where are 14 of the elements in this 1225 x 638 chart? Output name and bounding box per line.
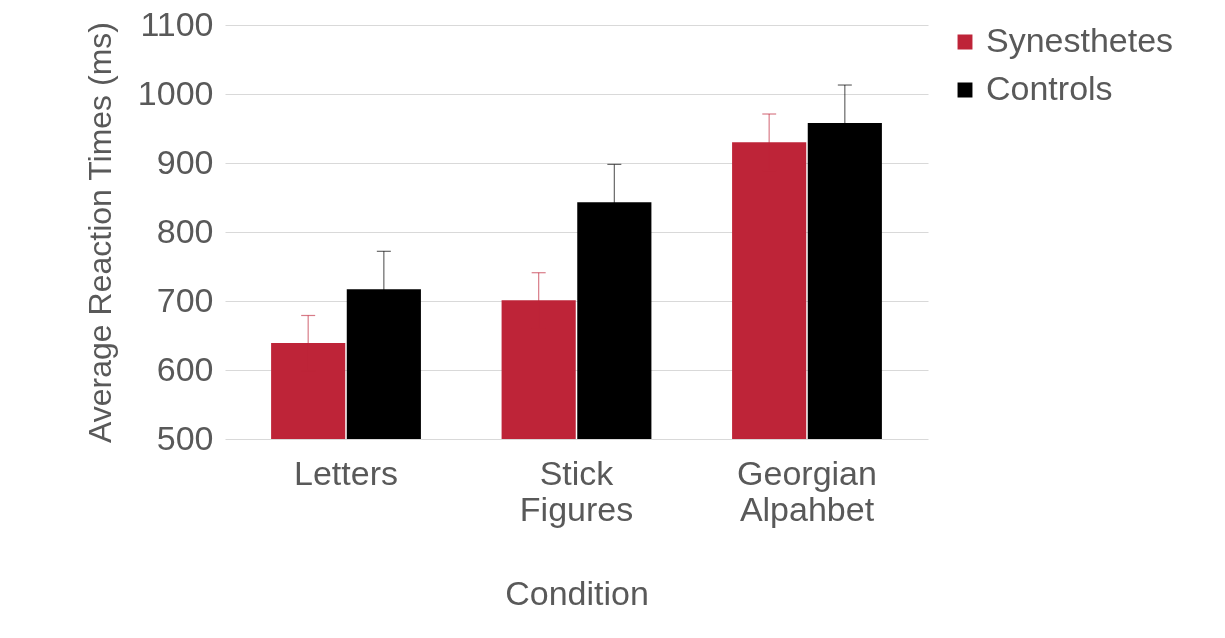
y-tick-label: 1100	[140, 4, 214, 43]
legend-label: Controls	[986, 69, 1113, 107]
y-tick-label: 800	[156, 211, 214, 250]
y-tick-label: 500	[156, 418, 214, 457]
x-tick-label: Letters	[294, 453, 398, 492]
x-tick-label: Georgian Alpahbet	[737, 453, 877, 528]
y-tick-label: 600	[156, 349, 214, 388]
y-tick-label: 1000	[137, 73, 214, 112]
legend-label: Synesthetes	[986, 21, 1174, 59]
y-axis-title: Average Reaction Times (ms)	[81, 22, 118, 443]
x-axis-title: Condition	[505, 573, 649, 612]
y-tick-label: 900	[156, 142, 214, 181]
y-tick-label: 700	[156, 280, 214, 319]
x-tick-label: Stick Figures	[519, 453, 634, 528]
